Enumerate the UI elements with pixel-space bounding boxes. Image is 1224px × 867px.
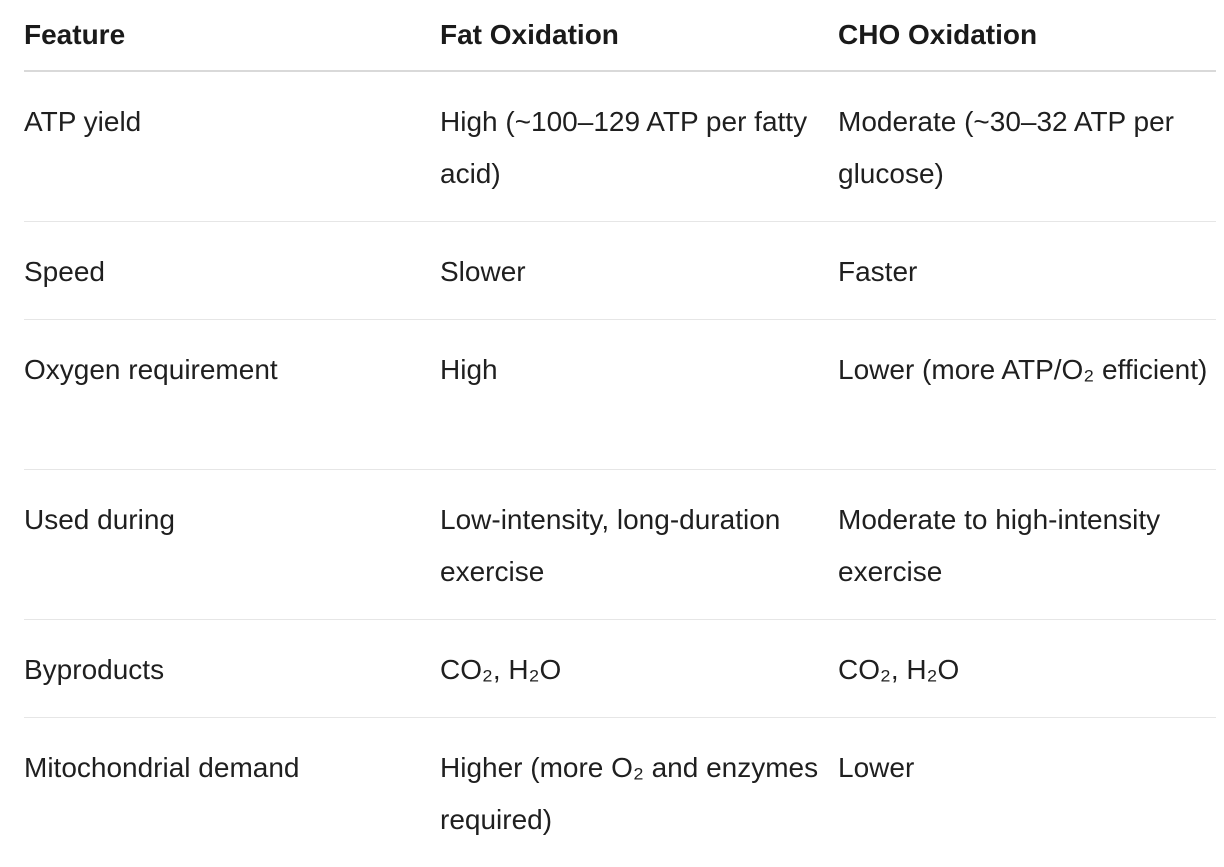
cell-cho: Lower <box>838 751 915 783</box>
cell-cho: Moderate (~30–32 ATP per glucose) <box>838 71 1216 222</box>
table-row: Byproducts CO₂, H₂O CO₂, H₂O <box>24 619 1216 718</box>
table-row: Speed Slower Faster <box>24 221 1216 320</box>
table-row: ATP yield High (~100–129 ATP per fatty a… <box>24 71 1216 222</box>
cell-fat: CO₂, H₂O <box>440 619 838 718</box>
table-row: Mitochondrial demand Higher (more O₂ and… <box>24 717 1216 867</box>
cell-cho: Lower (more ATP/O₂ efficient) <box>838 319 1216 470</box>
table-header: Feature Fat Oxidation CHO Oxidation <box>24 0 1216 72</box>
cell-feature: ATP yield <box>24 71 440 222</box>
comparison-table: Feature Fat Oxidation CHO Oxidation ATP … <box>24 0 1216 867</box>
table-row: Oxygen requirement High Lower (more ATP/… <box>24 319 1216 470</box>
cell-cho: Moderate to high-intensity exercise <box>838 469 1216 620</box>
table-body: ATP yield High (~100–129 ATP per fatty a… <box>24 71 1216 867</box>
cell-feature: Speed <box>24 221 440 320</box>
cell-fat: Higher (more O₂ and enzymes required) <box>440 751 819 835</box>
cell-feature: Byproducts <box>24 619 440 718</box>
table-row: Used during Low-intensity, long-duration… <box>24 469 1216 620</box>
cell-fat: High (~100–129 ATP per fatty acid) <box>440 71 838 222</box>
cell-cho: CO₂, H₂O <box>838 619 1216 718</box>
cell-feature: Used during <box>24 469 440 620</box>
cell-feature: Oxygen requirement <box>24 319 440 470</box>
header-cho-oxidation: CHO Oxidation <box>838 0 1216 72</box>
comparison-table-container: Feature Fat Oxidation CHO Oxidation ATP … <box>24 0 1216 867</box>
cell-feature: Mitochondrial demand <box>24 751 300 783</box>
header-feature: Feature <box>24 0 440 72</box>
cell-fat: Low-intensity, long-duration exercise <box>440 469 838 620</box>
cell-fat: Slower <box>440 221 838 320</box>
header-row: Feature Fat Oxidation CHO Oxidation <box>24 0 1216 72</box>
cell-fat: High <box>440 319 838 470</box>
cell-cho: Faster <box>838 221 1216 320</box>
header-fat-oxidation: Fat Oxidation <box>440 0 838 72</box>
